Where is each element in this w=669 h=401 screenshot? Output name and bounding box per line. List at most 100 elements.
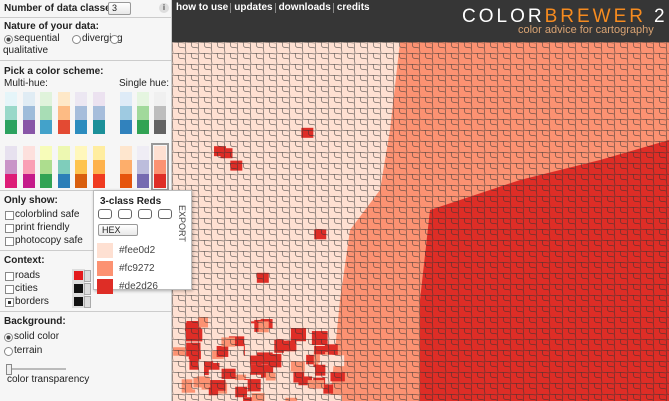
picker-arrow[interactable]: [84, 270, 91, 282]
nav-link[interactable]: how to use: [176, 2, 229, 13]
swatch-cell: [154, 146, 166, 160]
checkbox-label[interactable]: cities: [15, 283, 38, 294]
scheme-swatch[interactable]: [137, 146, 149, 188]
radio-label[interactable]: terrain: [14, 345, 43, 356]
scheme-swatch[interactable]: [92, 92, 105, 134]
radio-label[interactable]: diverging: [82, 33, 123, 44]
checkbox[interactable]: [5, 272, 14, 281]
swatch-cell: [5, 106, 17, 120]
nav-link[interactable]: updates: [234, 2, 273, 13]
checkbox-label[interactable]: roads: [15, 270, 41, 281]
radio[interactable]: [4, 347, 13, 356]
swatch-cell: [22, 106, 35, 120]
checkbox-label[interactable]: borders: [15, 296, 49, 307]
swatch-cell: [57, 160, 70, 174]
scheme-swatch[interactable]: [120, 146, 132, 188]
swatch-cell: [92, 106, 105, 120]
section-title: Pick a color scheme:: [4, 66, 104, 77]
scheme-swatch[interactable]: [57, 146, 70, 188]
class-select[interactable]: 3: [108, 2, 131, 15]
hex-code[interactable]: #fee0d2: [119, 245, 156, 256]
label: Number of data classes:: [4, 3, 120, 14]
swatch-cell: [75, 106, 87, 120]
picker-arrow[interactable]: [84, 283, 91, 295]
divider: [0, 311, 172, 312]
scheme-swatch[interactable]: [92, 146, 105, 188]
scheme-swatch[interactable]: [154, 92, 166, 134]
radio[interactable]: [110, 35, 119, 44]
section-title: Background:: [4, 316, 66, 327]
swatch-cell: [120, 160, 132, 174]
radio[interactable]: [4, 333, 13, 342]
scheme-swatch[interactable]: [5, 146, 17, 188]
swatch-cell: [22, 174, 35, 188]
swatch-cell: [120, 120, 132, 134]
swatch-cell: [40, 120, 52, 134]
swatch-cell: [57, 120, 70, 134]
scheme-swatch[interactable]: [151, 143, 169, 191]
checkbox[interactable]: [5, 237, 14, 246]
section-title: Only show:: [4, 195, 58, 206]
scheme-swatch[interactable]: [57, 92, 70, 134]
swatch-cell: [40, 146, 52, 160]
hex-code[interactable]: #de2d26: [119, 281, 158, 292]
color-swatch: [97, 243, 113, 258]
scheme-swatch[interactable]: [75, 92, 87, 134]
scheme-swatch[interactable]: [75, 146, 87, 188]
checkbox[interactable]: [5, 285, 14, 294]
swatch-cell: [40, 92, 52, 106]
divider: [0, 250, 172, 251]
swatch-cell: [92, 160, 105, 174]
swatch-cell: [154, 174, 166, 188]
hex-code[interactable]: #fc9272: [119, 263, 155, 274]
popup-icon[interactable]: [158, 209, 172, 219]
radio[interactable]: [72, 35, 81, 44]
checkbox[interactable]: [5, 224, 14, 233]
info-icon[interactable]: i: [159, 3, 169, 13]
swatch-cell: [5, 146, 17, 160]
checkbox[interactable]: [5, 211, 14, 220]
swatch-cell: [92, 146, 105, 160]
radio[interactable]: [4, 35, 13, 44]
nav-link[interactable]: downloads: [278, 2, 331, 13]
slider-track[interactable]: [6, 368, 66, 370]
checkbox-label[interactable]: colorblind safe: [15, 209, 80, 220]
label: Single hue:: [119, 78, 170, 89]
checkbox-label[interactable]: photocopy safe: [15, 235, 83, 246]
swatch-cell: [92, 92, 105, 106]
radio-label[interactable]: sequential: [14, 33, 60, 44]
section-title: Context:: [4, 255, 45, 266]
map[interactable]: [172, 42, 669, 401]
swatch-cell: [137, 174, 149, 188]
color-swatch: [97, 261, 113, 276]
swatch-cell: [75, 120, 87, 134]
picker-arrow[interactable]: [84, 296, 91, 308]
scheme-swatch[interactable]: [22, 146, 35, 188]
radio-label[interactable]: solid color: [14, 331, 60, 342]
popup-icon[interactable]: [98, 209, 112, 219]
tagline: color advice for cartography: [518, 24, 654, 36]
radio-label[interactable]: qualitative: [3, 45, 49, 56]
label: color transparency: [7, 374, 90, 385]
color-swatch: [97, 279, 113, 294]
scheme-swatch[interactable]: [22, 92, 35, 134]
checkbox-label[interactable]: print friendly: [15, 222, 70, 233]
format-select[interactable]: HEX: [98, 224, 138, 236]
scheme-swatch[interactable]: [120, 92, 132, 134]
export-tab[interactable]: EXPORT: [177, 205, 187, 242]
swatch-cell: [92, 120, 105, 134]
popup-icon[interactable]: [118, 209, 132, 219]
logo: COLORBREWER 2.0: [462, 6, 669, 28]
swatch-cell: [154, 160, 166, 174]
scheme-swatch[interactable]: [5, 92, 17, 134]
slider-handle[interactable]: [6, 364, 12, 375]
swatch-cell: [40, 160, 52, 174]
nav-link[interactable]: credits: [336, 2, 370, 13]
scheme-swatch[interactable]: [40, 92, 52, 134]
checkbox[interactable]: [5, 298, 14, 307]
nav-separator: [274, 3, 276, 13]
popup-icon[interactable]: [138, 209, 152, 219]
scheme-swatch[interactable]: [40, 146, 52, 188]
scheme-swatch[interactable]: [137, 92, 149, 134]
